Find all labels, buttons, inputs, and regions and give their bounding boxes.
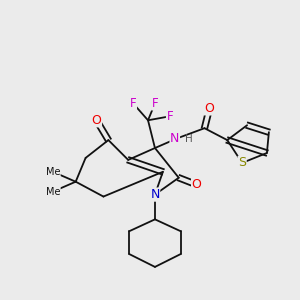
- Text: Me: Me: [46, 167, 60, 177]
- Text: F: F: [167, 110, 173, 123]
- Text: N: N: [150, 188, 160, 201]
- Text: O: O: [92, 114, 101, 127]
- Text: Me: Me: [46, 187, 60, 196]
- Text: O: O: [192, 178, 202, 191]
- Text: N: N: [170, 132, 179, 145]
- Text: O: O: [205, 102, 214, 115]
- Text: F: F: [152, 97, 158, 110]
- Text: S: S: [238, 156, 246, 170]
- Text: F: F: [130, 97, 136, 110]
- Text: H: H: [185, 134, 192, 144]
